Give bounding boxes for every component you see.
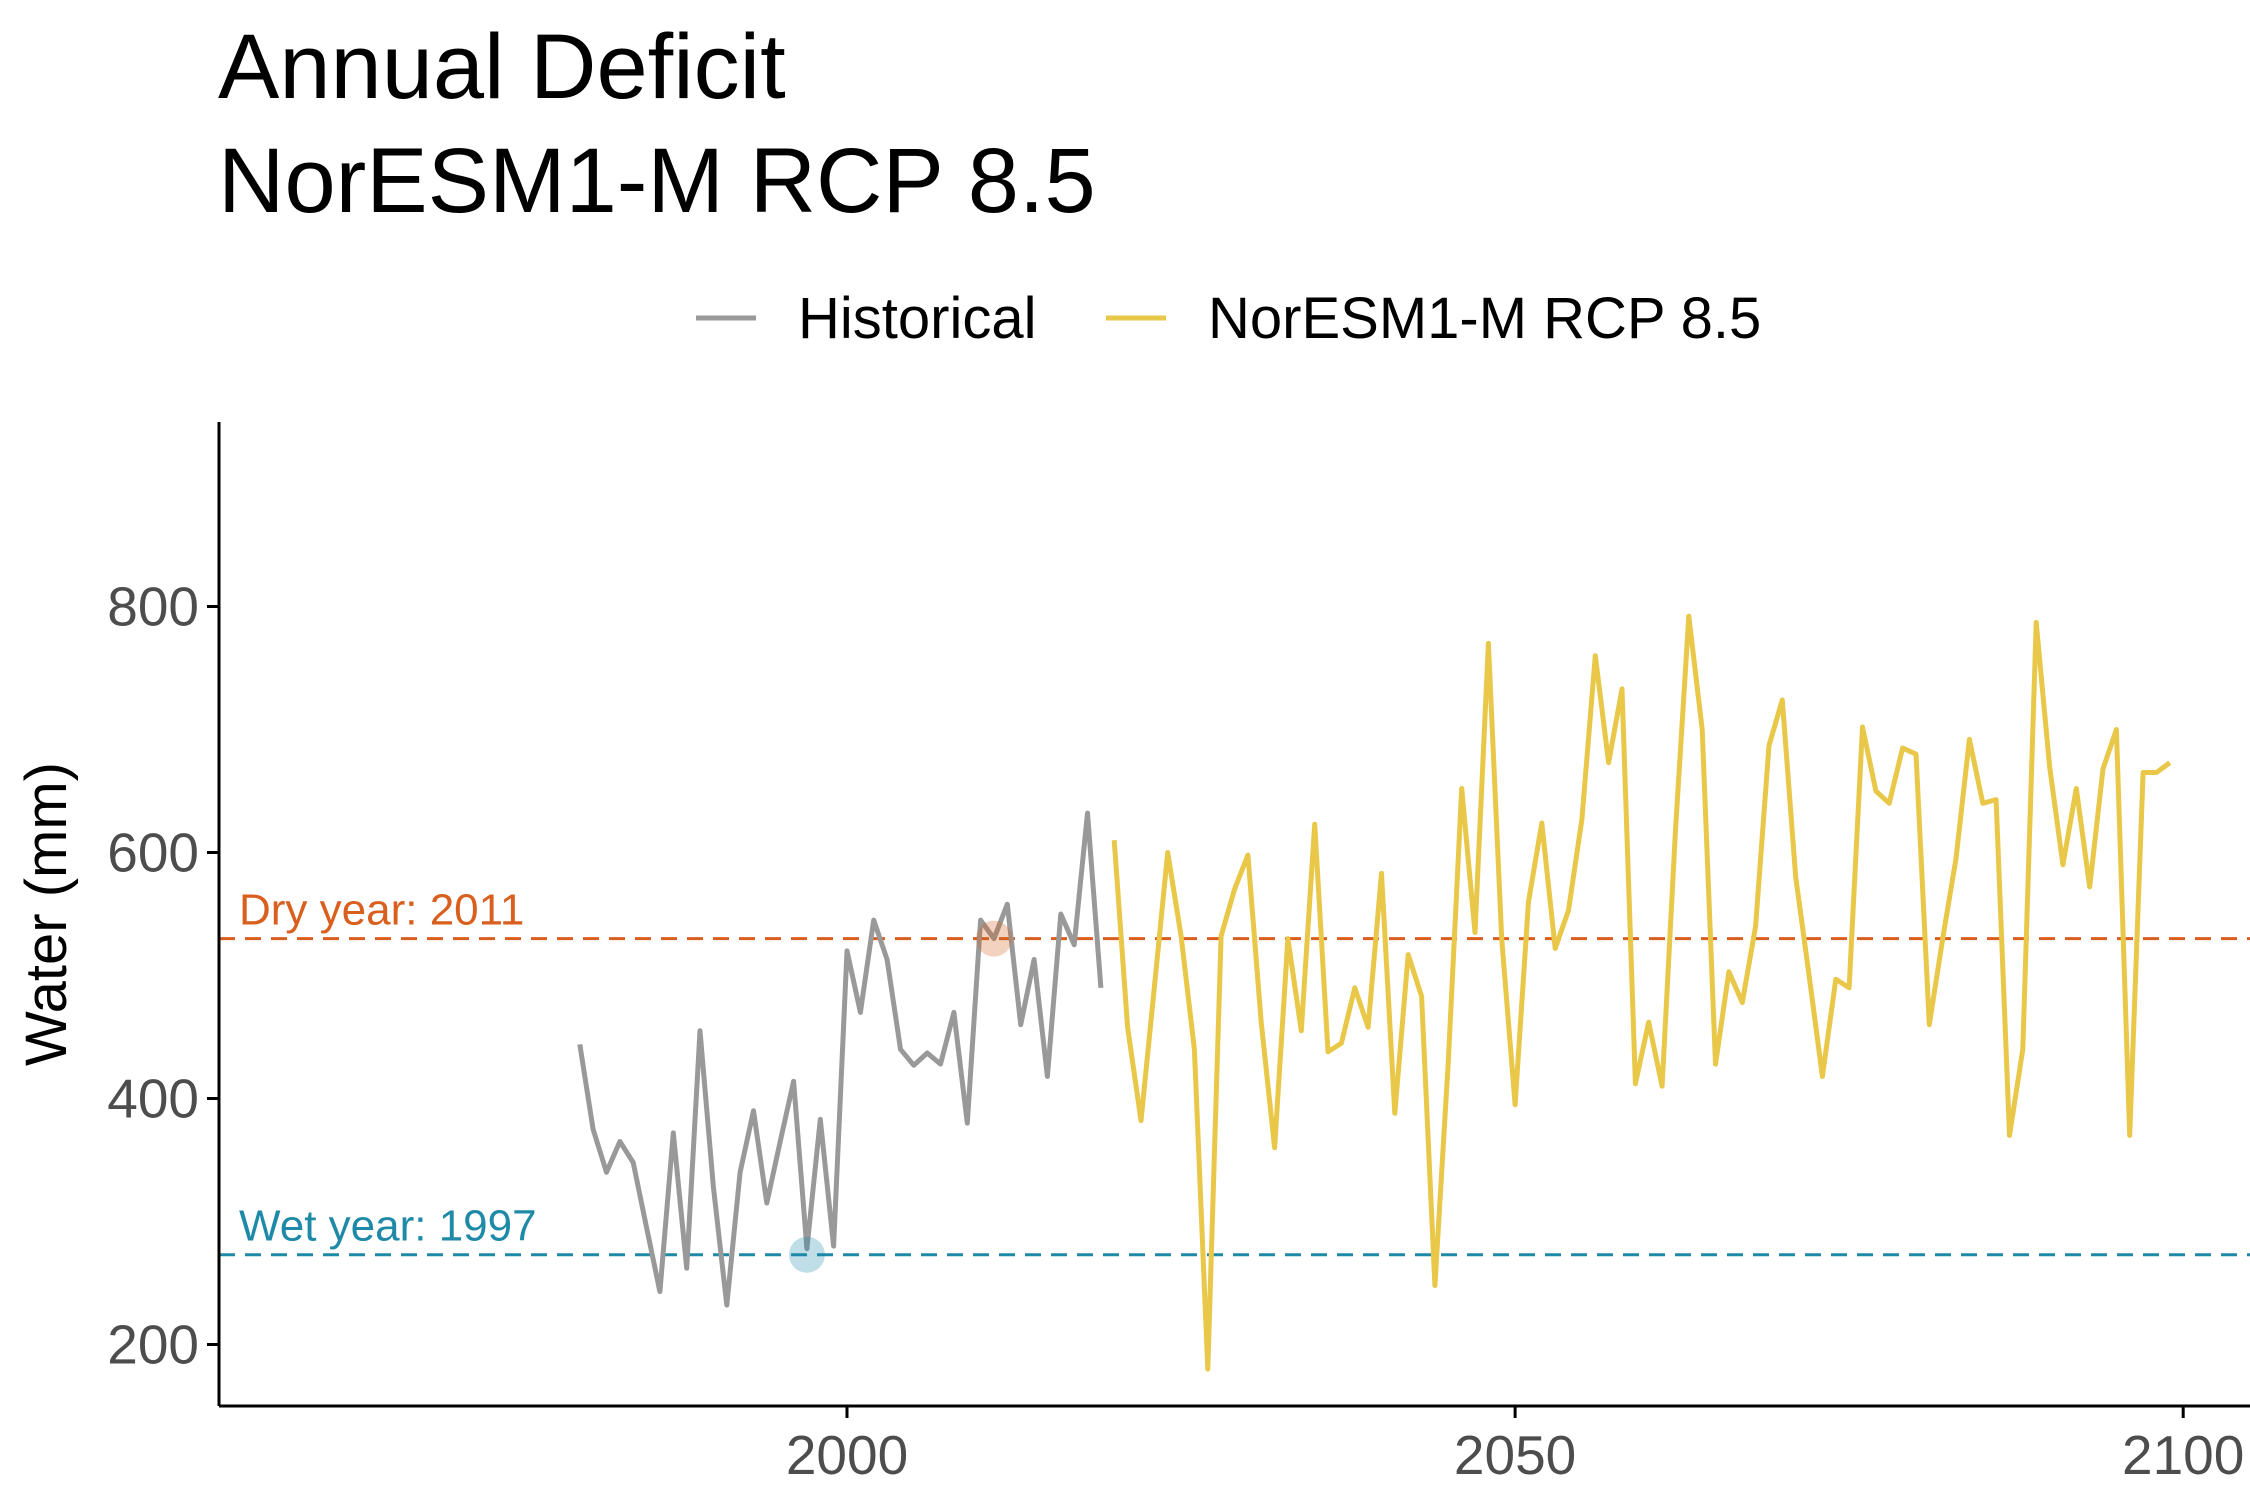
reference-label-dry: Dry year: 2011 — [239, 886, 524, 935]
highlight-marker-wet — [788, 1236, 825, 1273]
y-axis-title: Water (mm) — [14, 762, 79, 1066]
legend: Historical NorESM1-M RCP 8.5 — [696, 286, 1761, 351]
plot-area: Dry year: 2011 Wet year: 1997 — [219, 613, 2250, 1372]
reference-label-wet: Wet year: 1997 — [239, 1202, 537, 1251]
chart-title-line-2: NorESM1-M RCP 8.5 — [218, 130, 1096, 232]
legend-label-historical: Historical — [798, 286, 1037, 351]
x-tick-label: 2100 — [2122, 1424, 2244, 1486]
series-line-projection — [1111, 613, 2172, 1372]
y-tick-label: 200 — [107, 1314, 199, 1376]
x-tick-label: 2000 — [786, 1424, 908, 1486]
axis-ticks: 200 400 600 800 2000 2050 2100 — [107, 576, 2244, 1487]
series-line-historical — [577, 810, 1104, 1308]
highlight-marker-dry — [975, 920, 1012, 957]
y-tick-label: 400 — [107, 1068, 199, 1130]
y-tick-label: 800 — [107, 576, 199, 638]
x-tick-label: 2050 — [1454, 1424, 1576, 1486]
legend-label-projection: NorESM1-M RCP 8.5 — [1208, 286, 1761, 351]
y-tick-label: 600 — [107, 822, 199, 884]
chart-title-line-1: Annual Deficit — [218, 16, 786, 118]
